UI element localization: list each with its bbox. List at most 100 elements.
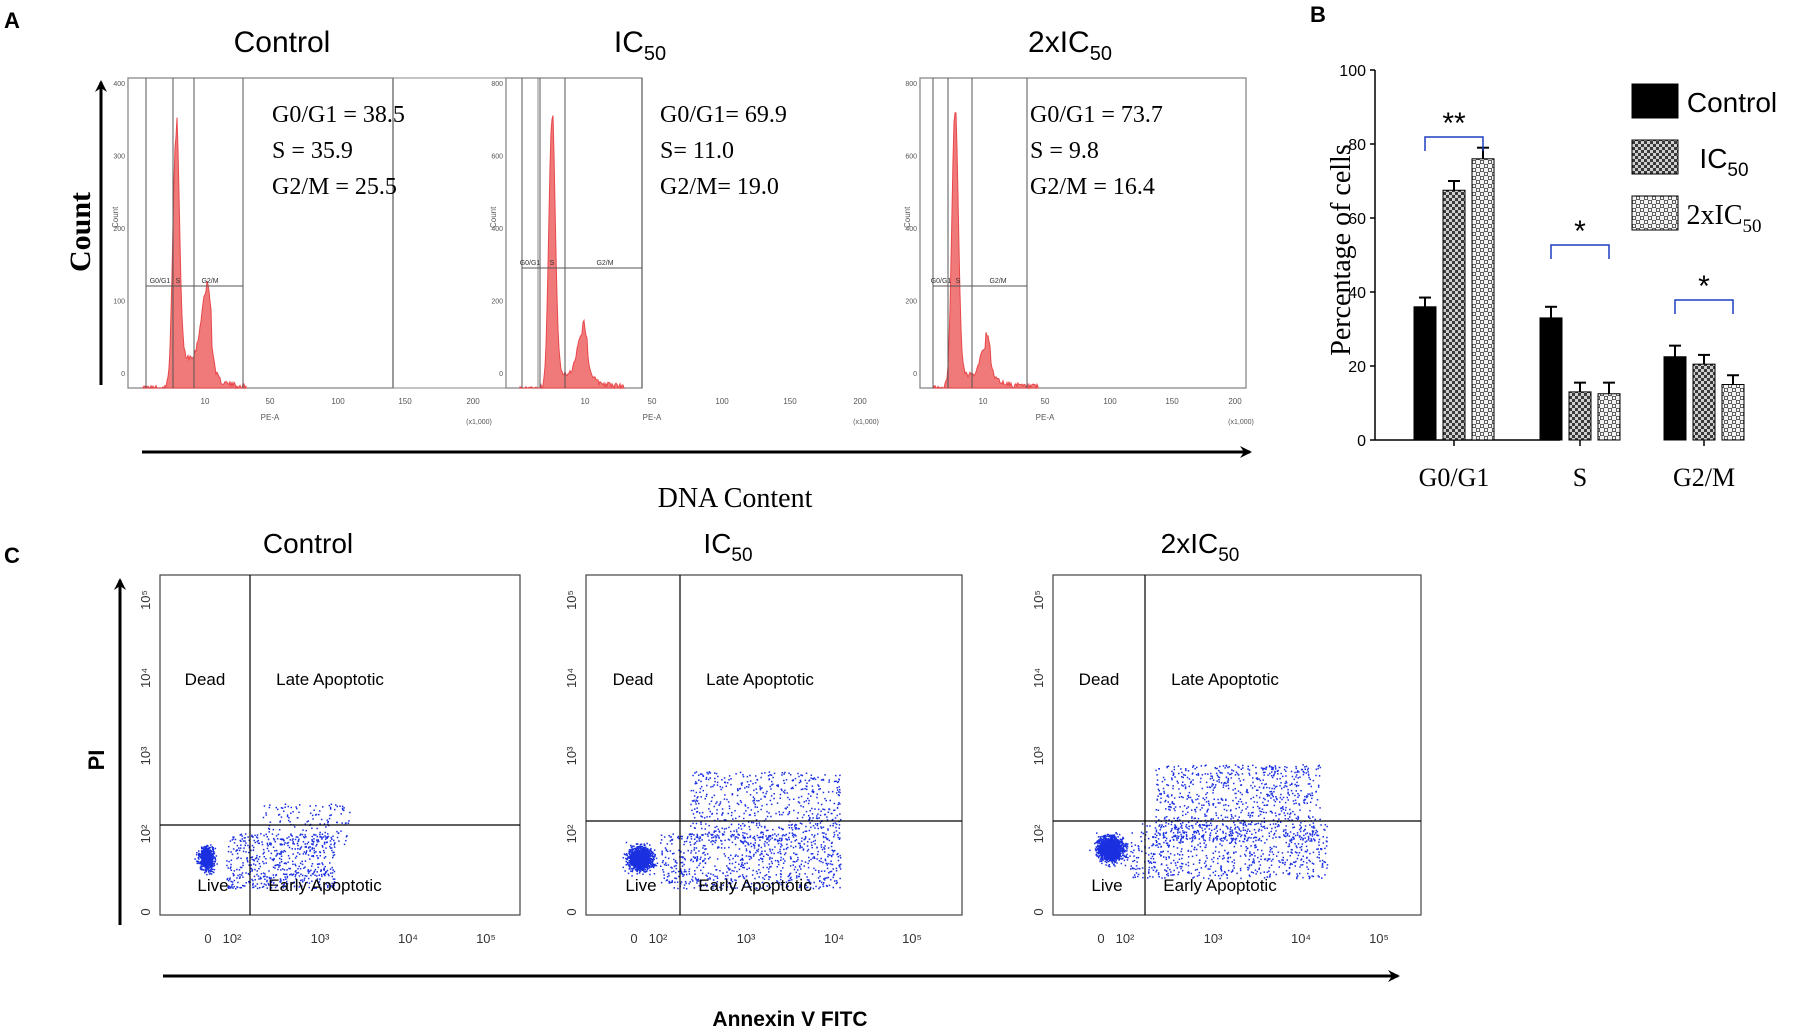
scatter-panel: Control 10⁵ 10⁴ 10³ 10² 0 0 10² 10³ 10⁴ 10⁵ Dead Lat… [138, 528, 521, 946]
histogram-count-label: Count [903, 206, 912, 228]
bar [1442, 189, 1466, 441]
histogram-plot-area [127, 77, 539, 389]
scatter-y-tick: 0 [138, 908, 153, 915]
count-axis-label: Count [64, 192, 97, 272]
quadrant-label-dead: Dead [613, 670, 654, 689]
histogram-x-tick: 10 [581, 397, 590, 406]
histogram-x-label: PE-A [643, 413, 662, 422]
scatter-x-tick: 10³ [1204, 931, 1223, 946]
scatter-y-tick: 10⁵ [1031, 590, 1046, 610]
bar [1692, 363, 1716, 441]
gate-label: S [956, 278, 961, 285]
histogram-title: Control [234, 26, 331, 59]
histogram-count-tick: 100 [113, 299, 125, 306]
scatter-frame [159, 574, 521, 916]
quadrant-label-early-apoptotic: Early Apoptotic [268, 876, 382, 895]
gate-label: G2/M [596, 260, 613, 267]
histogram-count-tick: 400 [113, 81, 125, 88]
cell-cycle-stat: G0/G1= 69.9 [660, 102, 787, 128]
legend-swatch [1631, 83, 1679, 119]
scatter-frame [585, 574, 963, 916]
bar-category-label: G0/G1 [1419, 463, 1490, 492]
scatter-y-tick: 0 [1031, 908, 1046, 915]
scatter-y-tick: 10⁴ [564, 668, 579, 688]
significance-bracket [1550, 244, 1610, 259]
legend-swatch [1631, 195, 1679, 231]
histogram-x-tick: 200 [1228, 397, 1242, 406]
histogram-title: 2xIC50 [1028, 26, 1112, 65]
histogram-count-tick: 0 [121, 371, 125, 378]
panel-label-a: A [4, 8, 20, 33]
bar [1568, 391, 1592, 441]
scatter-x-tick: 0 [1097, 931, 1104, 946]
histogram-count-tick: 800 [905, 81, 917, 88]
cell-cycle-stat: S = 35.9 [272, 138, 353, 164]
scatter-dots [1089, 764, 1329, 880]
histogram-frame [505, 77, 643, 389]
histogram-x-tick: 10 [979, 397, 988, 406]
legend-swatch [1631, 139, 1679, 175]
scatter-title: IC50 [703, 528, 752, 566]
histogram-count-tick: 600 [905, 154, 917, 161]
histogram-x-tick: 150 [783, 397, 797, 406]
quadrant-label-late-apoptotic: Late Apoptotic [706, 670, 814, 689]
significance-marker: * [1698, 270, 1710, 303]
scatter-panel: IC50 10⁵ 10⁴ 10³ 10² 0 0 10² 10³ 10⁴ 10⁵ Dead Late A… [564, 528, 963, 946]
histogram-count-tick: 600 [491, 154, 503, 161]
histogram-panel: Control 400 300 200 100 0 Count 10 50 100 150 200 PE… [111, 26, 539, 426]
scatter-panel: 2xIC50 10⁵ 10⁴ 10³ 10² 0 0 10² 10³ 10⁴ 10⁵ Dead Late… [1031, 528, 1422, 946]
histogram-count-label: Count [489, 206, 498, 228]
cell-cycle-stat: S= 11.0 [660, 138, 734, 164]
scatter-x-tick: 10² [1116, 931, 1135, 946]
histogram-count-tick: 300 [113, 154, 125, 161]
histogram-x-label: PE-A [261, 413, 280, 422]
gate-label: G2/M [989, 278, 1006, 285]
cell-cycle-stat: G2/M= 19.0 [660, 174, 779, 200]
quadrant-label-late-apoptotic: Late Apoptotic [276, 670, 384, 689]
significance-bracket [1424, 136, 1484, 151]
histogram-x-tick: 150 [398, 397, 412, 406]
histogram-count-tick: 0 [499, 371, 503, 378]
histogram-x-unit: (x1,000) [1228, 419, 1254, 426]
legend-label: 2xIC50 [1687, 200, 1762, 237]
bar-y-tick-label: 60 [1348, 211, 1366, 228]
histogram-count-tick: 400 [491, 226, 503, 233]
scatter-x-tick: 10⁴ [398, 931, 418, 946]
quadrant-label-dead: Dead [185, 670, 226, 689]
scatter-y-tick: 10³ [1031, 746, 1046, 765]
gate-label: S [550, 260, 555, 267]
scatter-x-tick: 10⁴ [824, 931, 844, 946]
histogram-x-tick: 200 [466, 397, 480, 406]
histogram-x-tick: 100 [331, 397, 345, 406]
legend-label: IC50 [1699, 143, 1748, 181]
histogram-plot-area [919, 77, 1247, 389]
bar [1471, 158, 1495, 441]
histogram-count-tick: 200 [113, 226, 125, 233]
scatter-y-tick: 10⁴ [1031, 668, 1046, 688]
histogram-plot-area [505, 77, 643, 389]
scatter-x-tick: 10² [223, 931, 242, 946]
bar-y-tick-label: 20 [1348, 359, 1366, 376]
histogram-count-label: Count [111, 206, 120, 228]
histogram-x-tick: 100 [715, 397, 729, 406]
histogram-curve [142, 117, 247, 390]
histogram-x-unit: (x1,000) [853, 419, 879, 426]
significance-bracket [1674, 299, 1734, 314]
scatter-y-tick: 10² [1031, 824, 1046, 843]
cell-cycle-stat: G2/M = 16.4 [1030, 174, 1155, 200]
bar-y-tick-label: 80 [1348, 137, 1366, 154]
scatter-y-tick: 0 [564, 908, 579, 915]
quadrant-label-live: Live [625, 876, 656, 895]
significance-marker: * [1574, 215, 1586, 248]
scatter-y-tick: 10² [564, 824, 579, 843]
significance-marker: ** [1442, 107, 1466, 140]
panel-label-c: C [4, 543, 20, 568]
scatter-y-tick: 10⁵ [564, 590, 579, 610]
scatter-dots [622, 771, 842, 890]
histogram-x-unit: (x1,000) [466, 419, 492, 426]
scatter-x-tick: 10⁵ [476, 931, 496, 946]
gate-label: S [176, 278, 181, 285]
scatter-y-tick: 10³ [138, 746, 153, 765]
scatter-x-tick: 10⁵ [902, 931, 922, 946]
gate-label: G0/G1 [150, 278, 171, 285]
